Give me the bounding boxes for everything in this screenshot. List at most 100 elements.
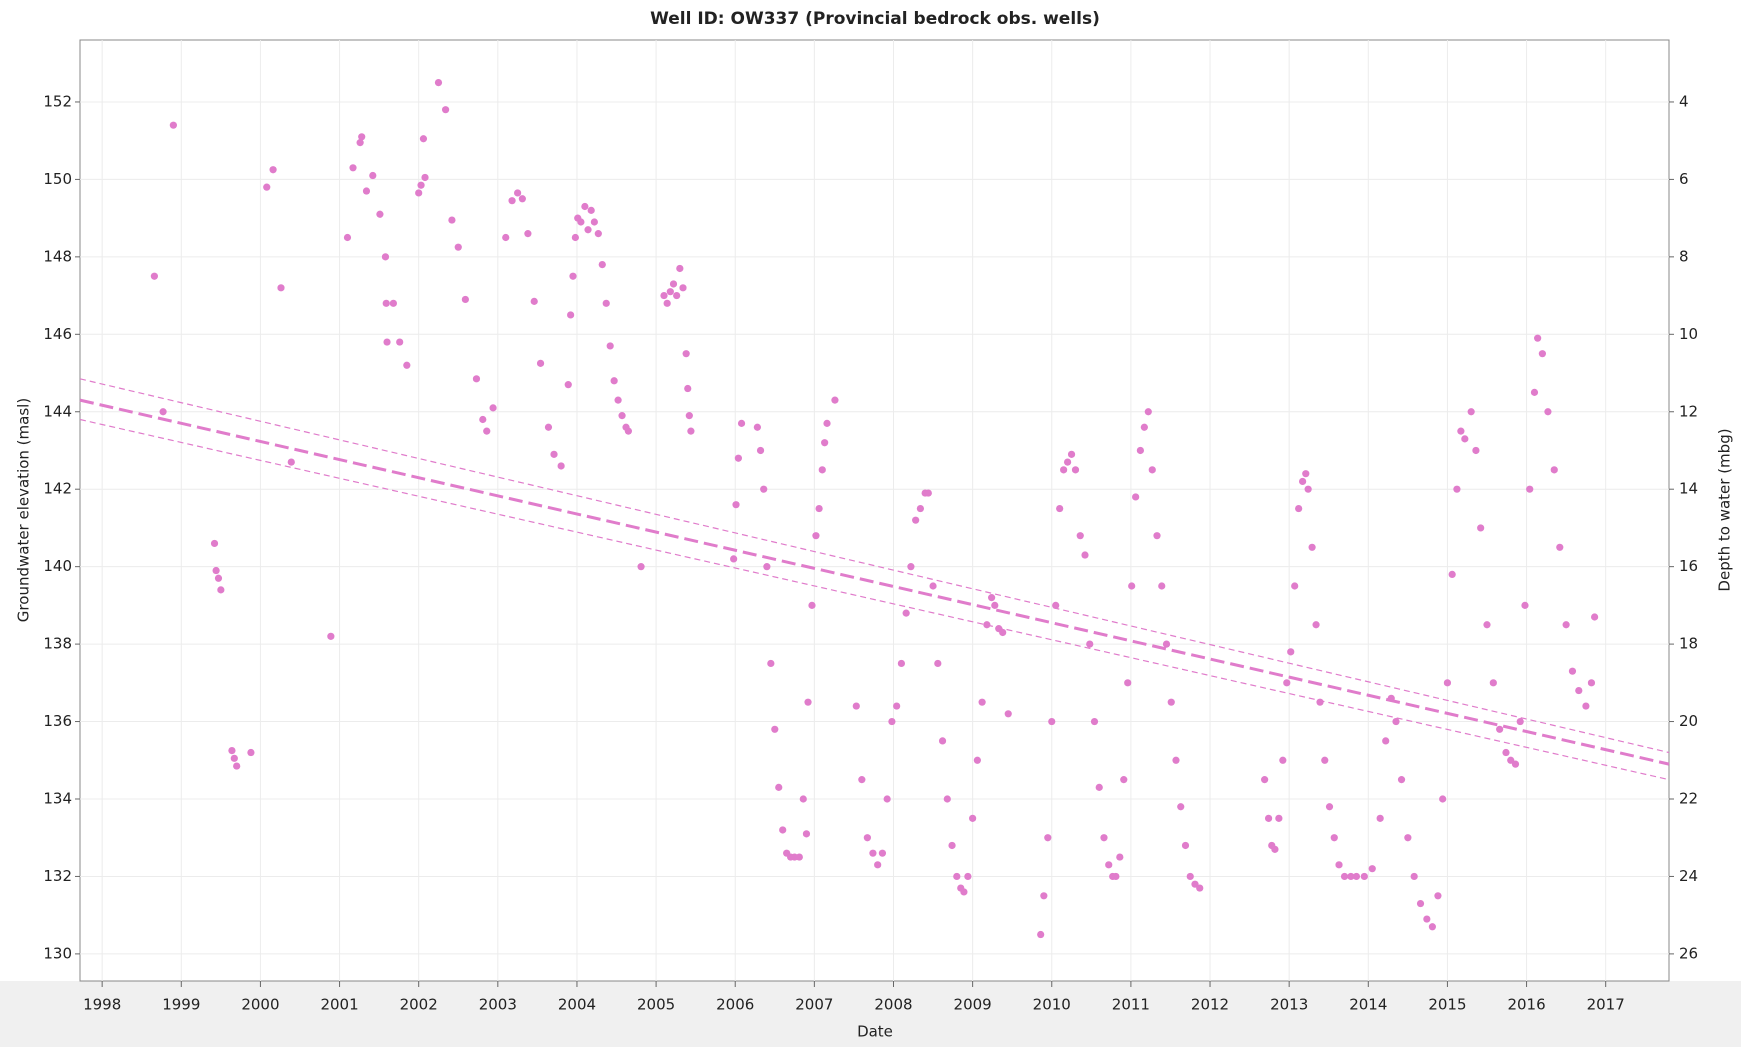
data-point xyxy=(682,350,690,358)
data-point xyxy=(557,462,565,470)
data-point xyxy=(577,218,585,226)
data-point xyxy=(1568,667,1577,675)
data-point xyxy=(869,849,877,857)
data-point xyxy=(369,171,377,180)
x-tick-label: 1999 xyxy=(162,996,200,1014)
data-point xyxy=(948,841,956,850)
data-point xyxy=(1060,466,1068,474)
data-point xyxy=(795,853,803,861)
data-point xyxy=(212,566,220,575)
data-point xyxy=(1044,834,1052,842)
x-tick-label: 2009 xyxy=(954,996,992,1014)
data-point xyxy=(637,563,645,571)
x-tick-label: 2004 xyxy=(558,996,596,1014)
data-point xyxy=(571,233,579,242)
data-point xyxy=(983,621,991,629)
data-point xyxy=(660,291,668,300)
data-point xyxy=(403,361,411,369)
data-point xyxy=(584,226,592,234)
data-point xyxy=(1448,570,1456,578)
data-point xyxy=(663,299,671,307)
data-point xyxy=(1181,841,1190,850)
data-point xyxy=(1410,872,1418,881)
y-tick-label: 138 xyxy=(43,635,72,653)
data-point xyxy=(1086,640,1094,648)
data-point xyxy=(1167,698,1175,706)
data-point xyxy=(858,776,866,784)
data-point xyxy=(734,454,742,462)
data-point xyxy=(732,501,740,509)
data-point xyxy=(382,299,390,307)
x-tick-label: 2016 xyxy=(1507,996,1545,1014)
data-point xyxy=(518,195,526,203)
data-point xyxy=(821,439,829,447)
data-point xyxy=(1416,899,1425,908)
data-point xyxy=(618,412,626,420)
y-tick-label: 150 xyxy=(43,170,72,188)
x-tick-label: 2014 xyxy=(1349,996,1387,1014)
trend-line xyxy=(79,398,1670,766)
data-point xyxy=(1582,702,1590,710)
data-point xyxy=(1136,446,1144,455)
data-point xyxy=(687,427,695,435)
data-point xyxy=(1511,760,1520,768)
data-point xyxy=(536,359,545,367)
data-point xyxy=(888,717,896,726)
data-point xyxy=(1397,776,1406,784)
data-point xyxy=(530,297,538,305)
data-point xyxy=(737,419,746,427)
data-point xyxy=(1162,640,1171,648)
x-tick-label: 2013 xyxy=(1270,996,1308,1014)
data-point xyxy=(938,737,947,745)
y2-axis-label: Depth to water (mbg) xyxy=(1716,428,1734,591)
y2-tick-label: 16 xyxy=(1679,557,1698,575)
data-point xyxy=(472,375,481,383)
data-point xyxy=(389,299,397,307)
data-point xyxy=(1291,582,1299,590)
data-point xyxy=(883,795,891,803)
data-point xyxy=(775,783,783,791)
data-point xyxy=(1434,892,1442,900)
data-point xyxy=(247,748,255,757)
data-point xyxy=(1489,679,1497,687)
data-point xyxy=(358,133,366,141)
data-point xyxy=(1279,756,1287,764)
data-point xyxy=(356,139,364,147)
data-point xyxy=(1382,737,1390,745)
data-point xyxy=(1063,458,1072,466)
data-point xyxy=(602,299,610,307)
x-tick-label: 2008 xyxy=(874,996,912,1014)
data-point xyxy=(1081,551,1089,559)
data-point xyxy=(1283,679,1291,687)
data-point xyxy=(1502,748,1510,757)
data-point xyxy=(964,872,972,881)
data-point xyxy=(1140,423,1148,431)
data-point xyxy=(263,183,271,191)
data-point xyxy=(569,272,577,280)
y2-tick-label: 24 xyxy=(1679,867,1698,885)
data-point xyxy=(808,601,816,609)
y-tick-label: 132 xyxy=(43,867,72,885)
data-point xyxy=(448,216,456,224)
data-point xyxy=(327,632,335,640)
plot-area xyxy=(79,39,1670,982)
data-point xyxy=(1439,795,1447,803)
data-point xyxy=(902,609,910,617)
x-tick-label: 2012 xyxy=(1191,996,1229,1014)
y2-tick-label: 14 xyxy=(1679,480,1698,498)
x-tick-label: 2006 xyxy=(716,996,754,1014)
y-tick-label: 146 xyxy=(43,325,72,343)
y-tick-label: 142 xyxy=(43,480,72,498)
data-point xyxy=(812,532,820,540)
data-point xyxy=(685,412,693,420)
data-point xyxy=(1507,756,1515,764)
data-point xyxy=(1496,725,1504,733)
data-point xyxy=(991,601,999,609)
data-point xyxy=(679,284,687,292)
data-point xyxy=(999,628,1007,637)
data-point xyxy=(590,218,598,226)
data-point xyxy=(1368,865,1376,873)
data-point xyxy=(1477,524,1485,532)
data-point xyxy=(893,702,901,710)
